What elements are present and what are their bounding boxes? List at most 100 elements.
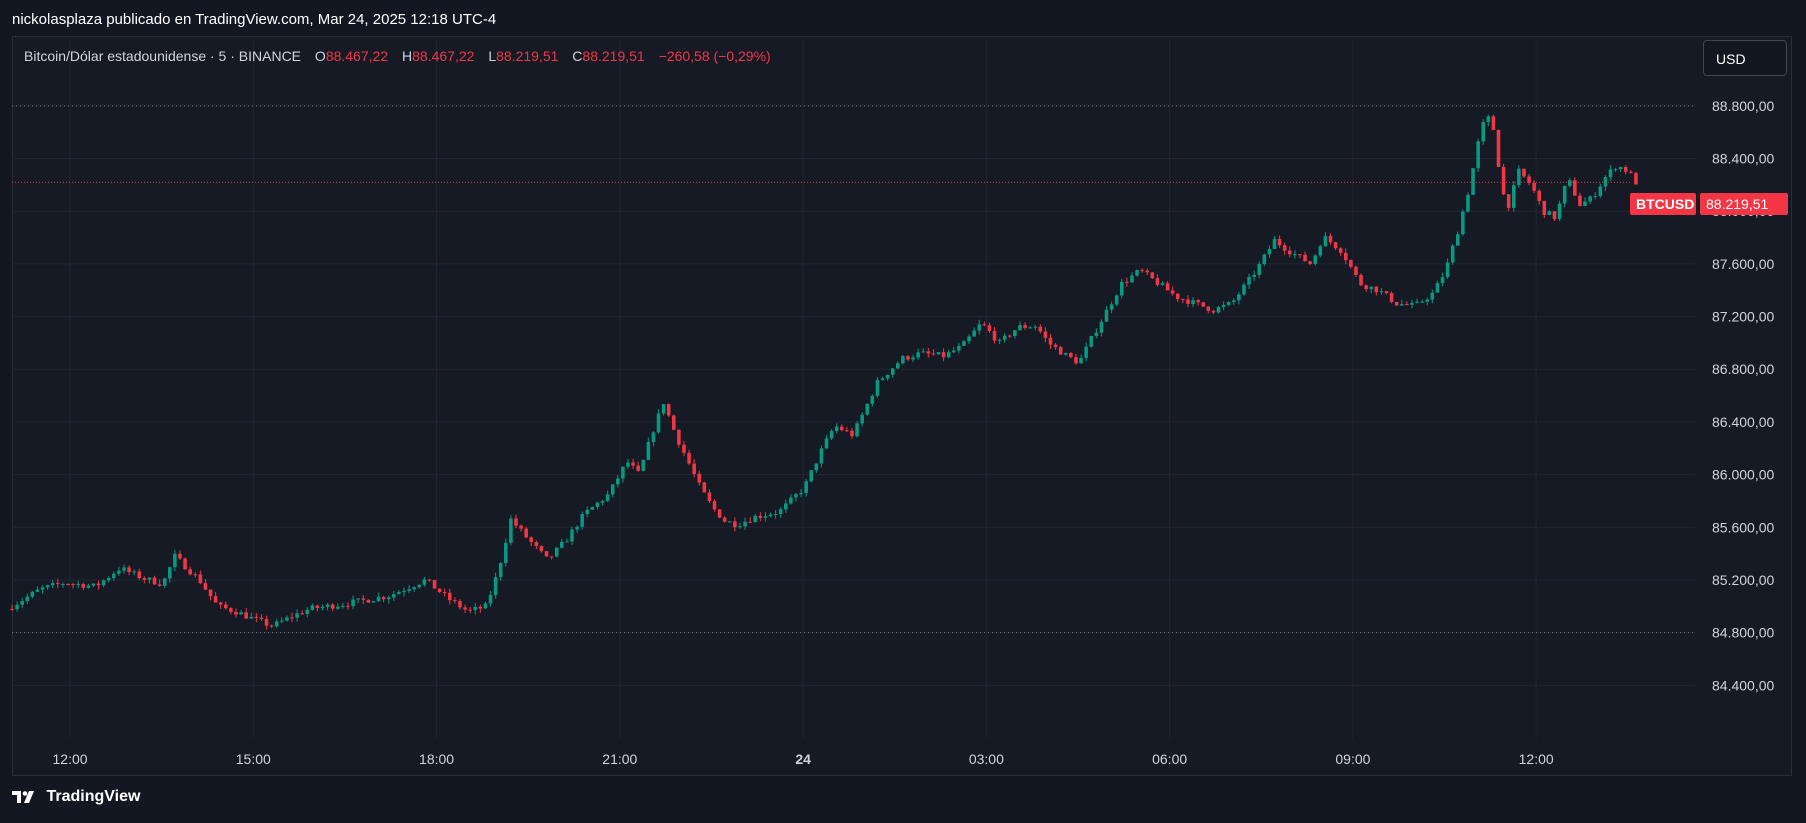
candle-up [1028,327,1032,329]
candle-up [162,578,167,586]
brand-name: TradingView [46,788,141,805]
candle-up [1231,300,1236,303]
price-tick-label: 86.800,00 [1712,361,1774,377]
candle-down [519,525,523,529]
candle-up [20,601,24,605]
candle-up [768,514,773,517]
candle-up [274,621,279,627]
time-tick-label: 18:00 [419,751,454,767]
candle-down [982,324,987,326]
candle-up [1583,201,1587,206]
candle-up [1593,196,1598,198]
candle-down [1038,326,1043,332]
footer-brand[interactable]: TradingView [12,788,140,812]
candle-up [1313,255,1318,264]
currency-button[interactable]: USD [1703,40,1787,76]
candle-down [1629,171,1633,173]
candle-down [1298,254,1302,256]
candle-up [829,431,834,439]
candle-up [743,521,747,527]
candle-down [1140,270,1144,272]
candle-up [310,605,315,610]
candle-down [208,589,213,597]
candle-up [1440,277,1445,284]
candle-up [35,589,40,592]
candle-up [132,571,136,573]
candle-down [1501,166,1506,195]
candle-up [402,590,406,593]
candle-up [76,583,80,585]
candle-down [1165,283,1170,291]
candle-up [595,502,600,507]
candle-up [1420,301,1424,303]
candle-down [152,577,157,585]
candle-up [1257,264,1262,275]
candle-up [1109,304,1114,310]
candle-up [1099,321,1104,333]
candle-up [875,379,880,396]
candle-up [753,515,758,523]
candle-up [865,403,870,415]
candle-down [549,556,554,558]
candle-up [1094,332,1099,336]
candle-up [870,395,875,404]
candle-up [412,587,416,590]
candle-up [341,605,345,607]
candle-up [1064,353,1068,355]
candle-up [50,583,55,586]
candle-up [860,414,864,424]
candle-up [794,494,798,498]
candle-up [173,553,177,568]
price-tick-label: 88.800,00 [1712,98,1774,114]
candle-down [1201,302,1206,307]
time-tick-label: 21:00 [602,751,637,767]
candle-down [81,583,86,588]
candle-up [916,352,920,358]
candle-up [789,497,793,504]
candle-up [585,509,590,515]
candle-down [677,429,681,445]
price-tick-label: 87.600,00 [1712,256,1774,272]
dotted-levels [12,105,1695,634]
candle-down [926,351,931,354]
candle-up [325,604,330,607]
candle-down [687,452,691,464]
candle-up [641,459,646,471]
candle-up [1399,304,1404,306]
candle-up [819,448,824,464]
candle-up [1608,169,1613,178]
time-tick-label: 06:00 [1152,751,1187,767]
candle-down [366,599,371,603]
candle-up [901,356,905,364]
candle-down [1155,278,1160,285]
candle-down [1186,299,1190,304]
candle-up [997,339,1002,341]
candle-up [977,324,982,331]
candle-up [855,423,859,437]
candle-down [10,608,14,610]
price-axis: 84.400,00 84.800,00 85.200,00 85.600,00 86.0… [1712,98,1774,693]
candle-up [1410,302,1414,305]
candle-up [1461,211,1465,235]
publisher-credit: nickolasplaza publicado en TradingView.c… [12,11,497,28]
candle-down [1343,252,1348,261]
price-tick-label: 85.200,00 [1712,572,1774,588]
chart-frame[interactable] [12,36,1792,776]
candle-up [356,598,360,600]
candle-down [427,579,432,581]
candle-up [305,609,310,614]
candle-down [1282,245,1287,251]
candle-up [1588,196,1592,202]
candle-down [1170,290,1175,294]
candle-down [183,558,187,570]
candle-down [254,616,259,618]
candle-up [656,413,661,433]
candle-down [1374,286,1379,293]
candle-down [692,463,696,474]
candle-up [1013,330,1017,337]
candle-up [1120,281,1124,296]
candle-down [1389,293,1394,302]
candle-up [570,529,574,542]
candle-up [1318,246,1323,256]
